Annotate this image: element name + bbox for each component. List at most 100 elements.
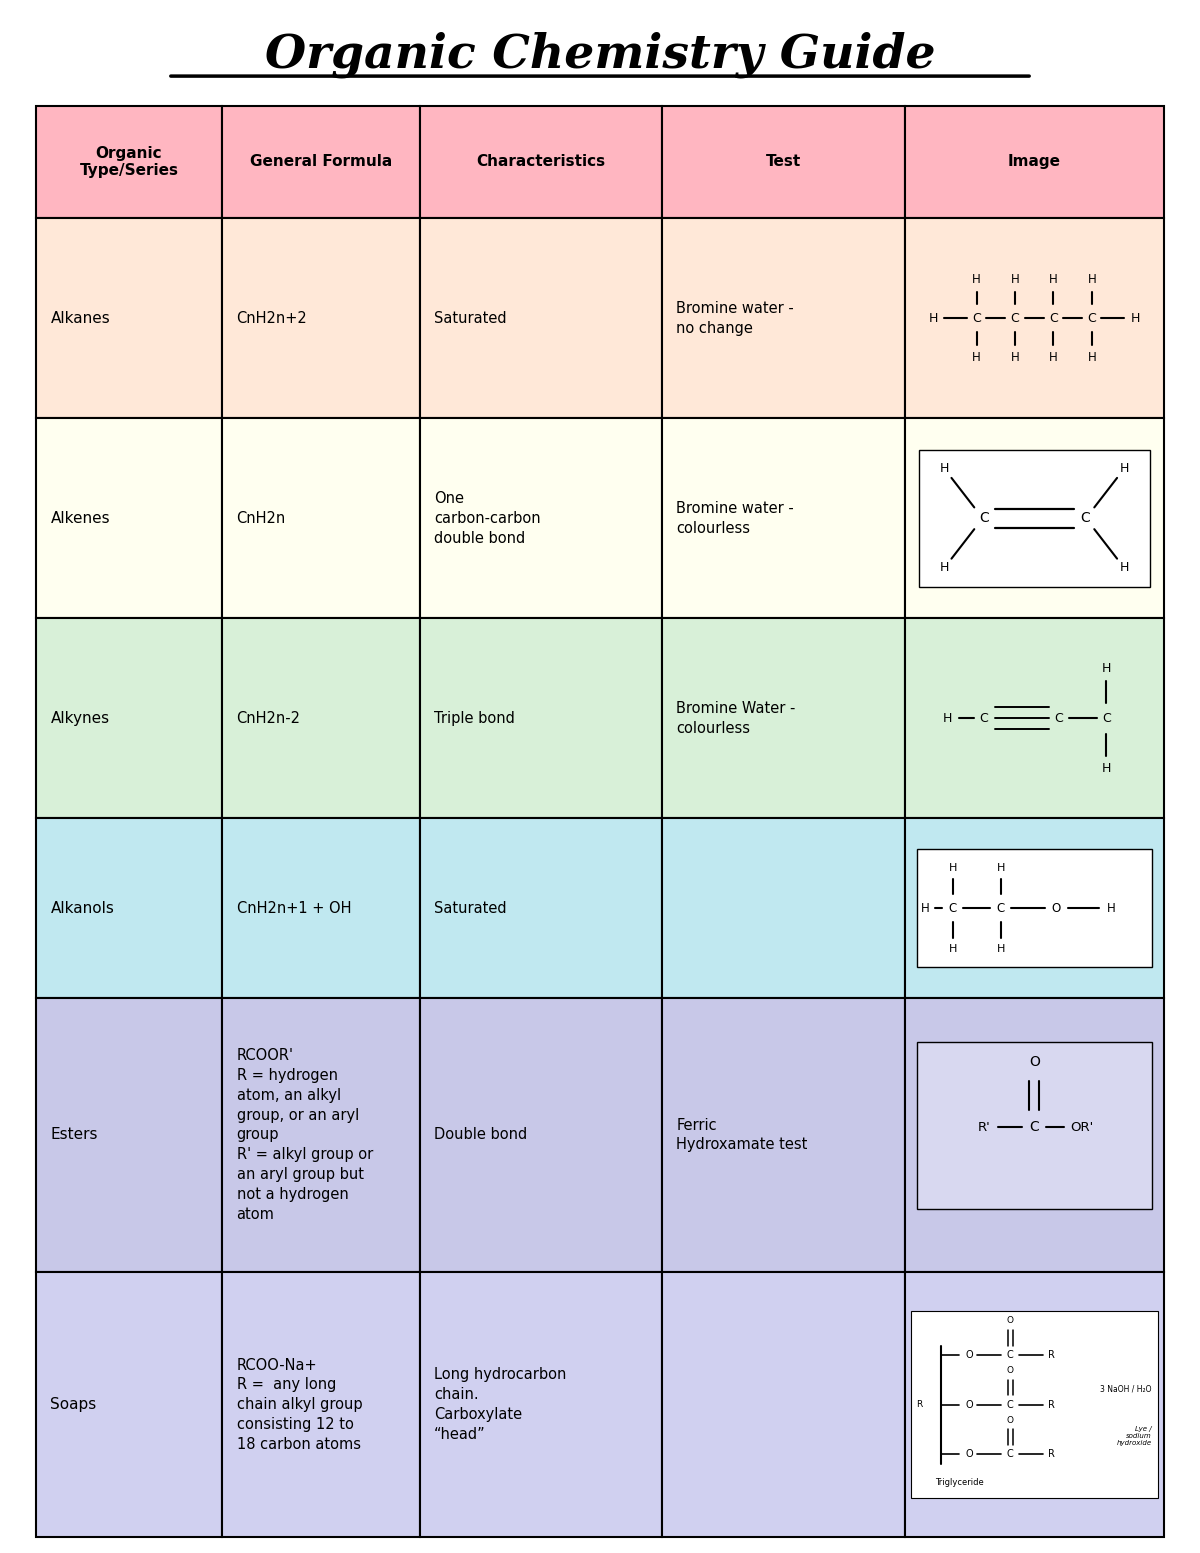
Text: C: C xyxy=(1030,1120,1039,1134)
Text: H: H xyxy=(1010,351,1020,363)
Text: C: C xyxy=(1080,511,1090,525)
Bar xyxy=(917,1042,1152,1210)
Text: Organic
Type/Series: Organic Type/Series xyxy=(79,146,179,179)
Text: C: C xyxy=(979,711,989,725)
Text: R: R xyxy=(1048,1399,1055,1410)
Bar xyxy=(222,217,420,418)
Text: Long hydrocarbon
chain.
Carboxylate
“head”: Long hydrocarbon chain. Carboxylate “hea… xyxy=(434,1367,566,1441)
Text: H: H xyxy=(1049,273,1058,286)
Text: C: C xyxy=(996,902,1004,915)
Text: O: O xyxy=(1051,902,1061,915)
Text: Bromine Water -
colourless: Bromine Water - colourless xyxy=(677,700,796,736)
Text: Soaps: Soaps xyxy=(50,1398,97,1412)
Text: H: H xyxy=(1102,761,1111,775)
Bar xyxy=(905,818,1164,999)
Text: Alkanols: Alkanols xyxy=(50,901,114,916)
Text: H: H xyxy=(929,312,938,325)
Bar xyxy=(36,418,222,618)
Text: H: H xyxy=(1130,312,1140,325)
Text: R: R xyxy=(1048,1350,1055,1360)
Text: Saturated: Saturated xyxy=(434,311,506,326)
Text: O: O xyxy=(966,1399,973,1410)
Text: C: C xyxy=(1007,1399,1014,1410)
Text: C: C xyxy=(1049,312,1058,325)
Text: O: O xyxy=(1007,1416,1014,1424)
Bar xyxy=(905,618,1164,818)
Bar xyxy=(917,849,1152,968)
Bar xyxy=(36,999,222,1272)
Text: Triglyceride: Triglyceride xyxy=(935,1478,983,1486)
Bar xyxy=(222,818,420,999)
Text: R: R xyxy=(1048,1449,1055,1460)
Bar xyxy=(420,818,662,999)
Text: General Formula: General Formula xyxy=(250,154,392,169)
Bar xyxy=(222,418,420,618)
Text: O: O xyxy=(1007,1317,1014,1325)
Text: H: H xyxy=(996,944,1004,954)
Bar xyxy=(662,1272,905,1537)
Text: Triple bond: Triple bond xyxy=(434,711,515,725)
Text: H: H xyxy=(940,562,949,575)
Text: Alkanes: Alkanes xyxy=(50,311,110,326)
Bar xyxy=(905,1272,1164,1537)
Text: C: C xyxy=(948,902,956,915)
Bar xyxy=(36,618,222,818)
Bar xyxy=(222,1272,420,1537)
Text: H: H xyxy=(943,711,953,725)
Bar xyxy=(911,1311,1158,1497)
Text: C: C xyxy=(979,511,989,525)
Text: Esters: Esters xyxy=(50,1127,98,1143)
Bar xyxy=(662,999,905,1272)
Bar xyxy=(36,1272,222,1537)
Text: Bromine water -
no change: Bromine water - no change xyxy=(677,301,794,335)
Text: OR': OR' xyxy=(1070,1121,1094,1134)
Text: H: H xyxy=(1049,351,1058,363)
Bar xyxy=(36,217,222,418)
Text: H: H xyxy=(1087,273,1097,286)
Bar xyxy=(662,217,905,418)
Text: C: C xyxy=(1010,312,1020,325)
Text: C: C xyxy=(1007,1449,1014,1460)
Text: Organic Chemistry Guide: Organic Chemistry Guide xyxy=(265,31,935,78)
Bar xyxy=(420,106,662,217)
Bar xyxy=(420,999,662,1272)
Text: H: H xyxy=(948,944,956,954)
Text: H: H xyxy=(1102,662,1111,676)
Bar xyxy=(662,418,905,618)
Text: Saturated: Saturated xyxy=(434,901,506,916)
Text: C: C xyxy=(1054,711,1063,725)
Text: Bromine water -
colourless: Bromine water - colourless xyxy=(677,502,794,536)
Text: Characteristics: Characteristics xyxy=(476,154,605,169)
Text: 3 NaOH / H₂O: 3 NaOH / H₂O xyxy=(1100,1385,1152,1393)
Text: One
carbon-carbon
double bond: One carbon-carbon double bond xyxy=(434,491,540,545)
Bar xyxy=(36,106,222,217)
Bar xyxy=(919,450,1150,587)
Text: RCOOR'
R = hydrogen
atom, an alkyl
group, or an aryl
group
R' = alkyl group or
a: RCOOR' R = hydrogen atom, an alkyl group… xyxy=(236,1048,373,1222)
Text: C: C xyxy=(1087,312,1097,325)
Bar xyxy=(905,217,1164,418)
Text: R: R xyxy=(916,1401,922,1409)
Text: CnH2n: CnH2n xyxy=(236,511,286,526)
Text: O: O xyxy=(966,1350,973,1360)
Text: H: H xyxy=(1120,463,1129,475)
Text: H: H xyxy=(940,463,949,475)
Bar xyxy=(662,618,905,818)
Text: H: H xyxy=(948,863,956,873)
Text: Test: Test xyxy=(766,154,800,169)
Bar xyxy=(222,618,420,818)
Text: Ferric
Hydroxamate test: Ferric Hydroxamate test xyxy=(677,1118,808,1152)
Text: Alkynes: Alkynes xyxy=(50,711,109,725)
Text: Double bond: Double bond xyxy=(434,1127,527,1143)
Text: CnH2n-2: CnH2n-2 xyxy=(236,711,300,725)
Bar xyxy=(36,818,222,999)
Bar xyxy=(222,106,420,217)
Text: O: O xyxy=(966,1449,973,1460)
Text: O: O xyxy=(1007,1367,1014,1374)
Bar xyxy=(905,999,1164,1272)
Text: R': R' xyxy=(978,1121,990,1134)
Bar xyxy=(420,418,662,618)
Bar xyxy=(905,418,1164,618)
Bar xyxy=(905,106,1164,217)
Bar xyxy=(662,818,905,999)
Text: H: H xyxy=(1106,902,1116,915)
